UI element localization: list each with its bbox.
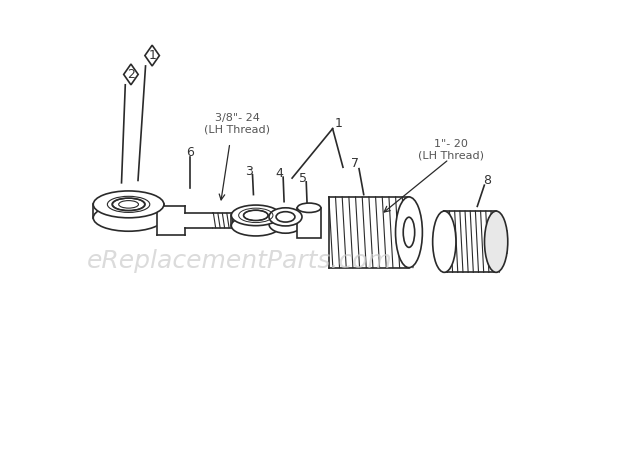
- Text: 6: 6: [186, 146, 194, 159]
- Text: 1: 1: [334, 118, 342, 130]
- Text: eReplacementParts.com: eReplacementParts.com: [86, 248, 392, 273]
- Ellipse shape: [276, 212, 295, 222]
- Text: 1: 1: [148, 49, 156, 62]
- Text: 3: 3: [245, 164, 253, 178]
- Ellipse shape: [231, 215, 280, 236]
- Text: 2: 2: [127, 68, 135, 81]
- Ellipse shape: [433, 211, 456, 273]
- Text: 5: 5: [299, 172, 308, 184]
- Ellipse shape: [484, 211, 508, 273]
- Ellipse shape: [297, 203, 321, 212]
- Text: 1"- 20
(LH Thread): 1"- 20 (LH Thread): [418, 139, 484, 161]
- Ellipse shape: [269, 208, 302, 226]
- Ellipse shape: [93, 204, 164, 231]
- Text: 8: 8: [483, 174, 490, 187]
- Text: 4: 4: [275, 167, 283, 180]
- Ellipse shape: [403, 217, 415, 247]
- Ellipse shape: [231, 205, 280, 226]
- Ellipse shape: [269, 215, 302, 233]
- Text: 3/8"- 24
(LH Thread): 3/8"- 24 (LH Thread): [204, 113, 270, 135]
- Ellipse shape: [396, 197, 422, 268]
- Ellipse shape: [244, 210, 268, 220]
- Ellipse shape: [112, 198, 145, 210]
- FancyBboxPatch shape: [297, 208, 321, 238]
- Text: 7: 7: [351, 157, 359, 171]
- Ellipse shape: [93, 191, 164, 218]
